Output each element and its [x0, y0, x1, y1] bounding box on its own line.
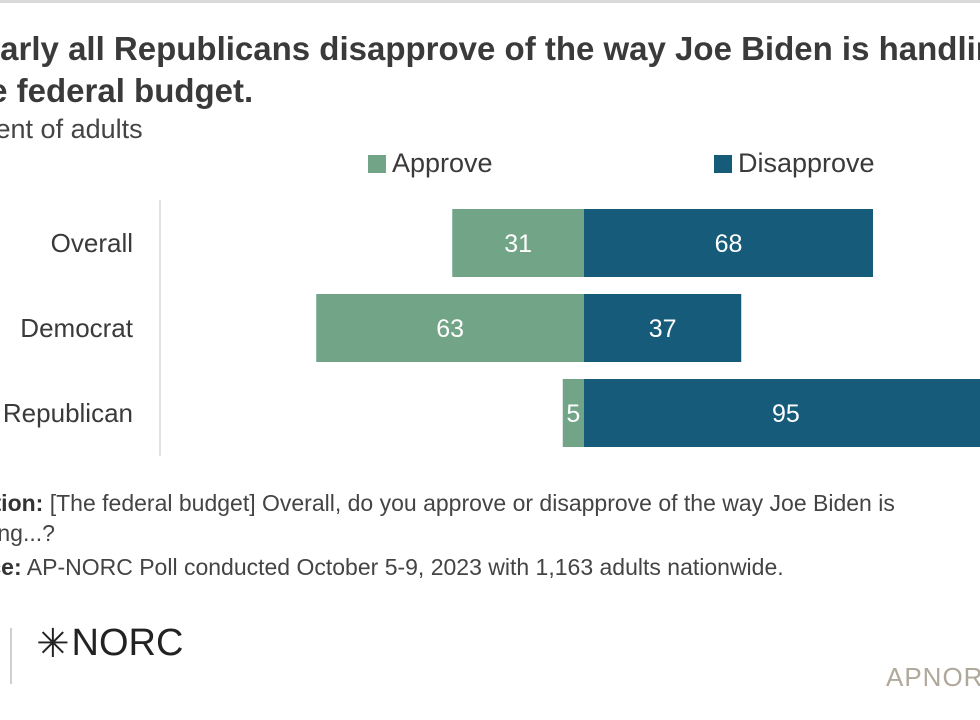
norc-star-icon: ✳ — [36, 621, 70, 666]
bar-approve-overall — [452, 209, 584, 277]
bar-approve-democrat — [316, 294, 584, 362]
legend-label-disapprove: Disapprove — [738, 148, 875, 178]
bar-disapprove-republican — [584, 379, 980, 447]
value-label-approve-republican: 5 — [566, 400, 580, 428]
legend-swatch-disapprove — [714, 154, 732, 173]
value-label-approve-democrat: 63 — [436, 315, 464, 343]
chart-subtitle: Percent of adults — [0, 114, 143, 144]
chart-title: Nearly all Republicans disapprove of the… — [0, 30, 980, 109]
bar-disapprove-overall — [584, 209, 873, 277]
bar-disapprove-democrat — [584, 294, 742, 362]
category-label-overall: Overall — [51, 228, 133, 258]
source-text: AP-NORC Poll conducted October 5-9, 2023… — [26, 554, 784, 580]
bars-group: Overall 31 68 Democrat 63 37 Republican 5 95 — [3, 209, 980, 447]
footer-divider — [10, 628, 12, 684]
site-url: APNORC.ORG — [886, 662, 980, 692]
source-note: Source: AP-NORC Poll conducted October 5… — [0, 552, 784, 582]
value-label-disapprove-republican: 95 — [772, 400, 800, 428]
diverging-bar-chart: Overall 31 68 Democrat 63 37 Republican 5 95 — [3, 200, 980, 456]
question-text-line1: [The federal budget] Overall, do you app… — [49, 490, 895, 516]
value-label-disapprove-democrat: 37 — [649, 315, 677, 343]
top-divider — [0, 0, 980, 3]
legend-item-approve: Approve — [368, 148, 493, 179]
value-label-disapprove-overall: 68 — [715, 230, 743, 258]
logo-text: NORC — [71, 622, 184, 664]
legend-swatch-approve — [368, 154, 386, 173]
bar-approve-republican — [562, 379, 584, 447]
norc-logo: ✳ NORC — [36, 622, 183, 665]
legend-item-disapprove: Disapprove — [714, 148, 875, 179]
category-label-republican: Republican — [3, 398, 133, 428]
category-label-democrat: Democrat — [20, 313, 133, 343]
source-label: Source: — [0, 554, 22, 580]
question-note: Question: [The federal budget] Overall, … — [0, 488, 895, 518]
legend: Approve Disapprove — [0, 148, 980, 184]
legend-label-approve: Approve — [392, 148, 493, 178]
question-label: Question: — [0, 490, 44, 516]
question-note-cont: handling...? — [0, 518, 55, 548]
value-label-approve-overall: 31 — [504, 230, 532, 258]
question-text-line2: handling...? — [0, 520, 55, 546]
